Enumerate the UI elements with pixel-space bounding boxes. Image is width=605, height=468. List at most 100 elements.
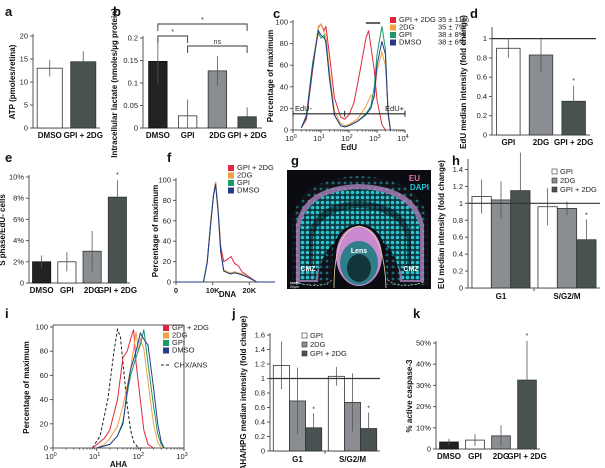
y-axis-label: EdU median intensity (fold change) <box>459 15 468 149</box>
legend-swatch <box>301 332 308 339</box>
legend-swatch <box>301 350 308 357</box>
bar-gpi <box>496 47 521 136</box>
x-category-label: DMSO <box>146 131 170 140</box>
x-category-label: GPI <box>468 452 482 461</box>
y-axis-label: Percentage of maximum <box>151 185 160 277</box>
x-category-label: G1 <box>292 455 303 464</box>
legend-value: 35 ± 7% <box>438 23 466 32</box>
y-tick-label: 0.4 <box>477 92 487 101</box>
y-tick-label: 0.4 <box>255 418 265 427</box>
legend-label: 2DG <box>310 340 326 349</box>
x-tick-label: 100 <box>45 452 56 461</box>
scale-bar-label: 20µm <box>290 285 299 289</box>
y-tick-label: 1.4 <box>453 165 463 174</box>
x-category-label: GPI + 2DG <box>227 131 266 140</box>
x-tick-label: 103 <box>176 452 187 461</box>
x-axis-label: DNA <box>219 290 237 299</box>
panel-i-chart: 0 20 40 60 80 100 Percentage of maximum 100 101 1… <box>22 323 209 468</box>
legend-swatch <box>228 187 234 194</box>
y-tick-label: 0.8 <box>255 389 265 398</box>
y-axis-label: % active caspase-3 <box>405 359 414 432</box>
legend-swatch <box>551 168 558 175</box>
y-tick-label: 15 <box>20 55 28 64</box>
legend-swatch <box>228 180 234 186</box>
legend-label: GPI <box>172 338 185 347</box>
legend-swatch <box>228 172 234 179</box>
legend-swatch <box>163 347 169 354</box>
series-line-gpi <box>176 184 275 283</box>
legend-label: DMSO <box>172 346 195 355</box>
x-category-label: 2DG <box>493 452 509 461</box>
legend-swatch <box>163 340 169 346</box>
significance-marker: * <box>116 172 119 179</box>
y-tick-label: 5 <box>24 101 28 110</box>
legend-label: GPI <box>560 167 573 176</box>
y-axis-label: ATP (pmoles/retina) <box>8 44 17 119</box>
y-tick-label: 0 <box>167 278 171 287</box>
y-tick-label: 0 <box>459 284 463 293</box>
y-tick-label: 80 <box>40 347 48 356</box>
legend-swatch <box>228 165 234 171</box>
panel-j-chart: 0 0.2 0.4 0.6 0.8 1 1.2 1.4 1.6 AHA/HPG median in… <box>239 315 380 468</box>
panel-g-micrograph: EU DAPI Lens CMZ CMZ 20µm <box>287 170 431 289</box>
x-category-label: 2DG <box>533 138 549 147</box>
panel-label-h: h <box>452 153 460 168</box>
significance-bracket <box>157 35 189 43</box>
legend-label: DMSO <box>399 38 422 47</box>
x-category-label: GPI + 2DG <box>98 286 137 295</box>
lens-label: Lens <box>351 248 367 255</box>
x-tick-label: 102 <box>133 452 144 461</box>
x-category-label: GPI <box>181 131 195 140</box>
legend-swatch <box>390 17 396 23</box>
y-tick-label: 10 <box>20 78 28 87</box>
y-tick-label: 30% <box>416 381 431 390</box>
significance-marker: * <box>526 333 529 340</box>
legend-label: 2DG <box>172 331 188 340</box>
y-tick-label: 60 <box>40 371 48 380</box>
y-tick-label: 20 <box>280 104 288 113</box>
y-axis-label: Percentage of maximum <box>266 30 275 122</box>
y-tick-label: 0.1 <box>128 79 138 88</box>
y-tick-label: 8% <box>13 194 24 203</box>
y-tick-label: 1 <box>459 199 463 208</box>
panel-label-d: d <box>470 6 478 21</box>
x-category-label: GPI + 2DG <box>507 452 546 461</box>
legend-label: GPI + 2DG <box>237 163 274 172</box>
series-line-chx-ans <box>91 327 143 449</box>
y-tick-label: 80 <box>163 196 171 205</box>
cmz-right-label: CMZ <box>403 266 419 273</box>
y-tick-label: 0.6 <box>255 403 265 412</box>
panel-label-k: k <box>413 306 421 321</box>
legend-swatch <box>390 32 396 38</box>
x-tick-label: 101 <box>89 452 100 461</box>
series-line-dmso <box>300 29 391 131</box>
series-line-dmso <box>176 184 275 283</box>
legend-label: 2DG <box>237 171 253 180</box>
y-tick-label: 0.6 <box>453 233 463 242</box>
y-tick-label: 40% <box>416 360 431 369</box>
panel-label-a: a <box>5 4 13 19</box>
y-tick-label: 40 <box>163 237 171 246</box>
legend-label: GPI <box>310 331 323 340</box>
y-tick-label: 20% <box>416 402 431 411</box>
panel-label-c: c <box>273 6 280 21</box>
panel-label-e: e <box>5 150 12 165</box>
panel-e-chart: 0 2% 4% 6% 8% 10% S phase/EdU- cells DMSO GPI 2DG… <box>0 172 137 295</box>
series-line-2dg <box>300 23 391 131</box>
x-category-label: GPI + 2DG <box>64 131 103 140</box>
series-line-dmso <box>96 331 165 449</box>
x-category-label: GPI + 2DG <box>554 138 593 147</box>
y-tick-label: 1.2 <box>453 182 463 191</box>
y-tick-label: 40 <box>40 395 48 404</box>
panel-label-j: j <box>231 306 236 321</box>
legend-label: GPI <box>237 178 250 187</box>
cmz-left-label: CMZ <box>300 266 316 273</box>
y-tick-label: 100 <box>35 323 48 332</box>
y-tick-label: 0.6 <box>477 73 487 82</box>
y-axis-label: Intracellular lactate (nmoles/µg protein… <box>110 8 119 158</box>
panel-label-b: b <box>113 4 121 19</box>
y-tick-label: 0 <box>284 126 288 135</box>
y-tick-label: 0.2 <box>453 267 463 276</box>
